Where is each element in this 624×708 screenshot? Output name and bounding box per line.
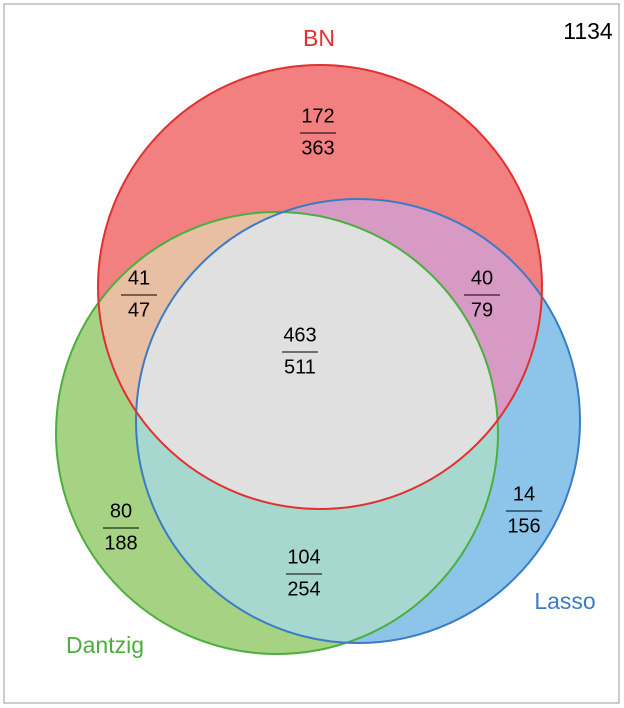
lasso-outline xyxy=(135,198,581,644)
region-count: 14 xyxy=(513,483,535,505)
region-count: 80 xyxy=(110,500,132,522)
region-total: 254 xyxy=(287,578,320,600)
region-total: 79 xyxy=(471,299,493,321)
dantzig-outline xyxy=(55,211,499,655)
region-count: 40 xyxy=(471,267,493,289)
region-count: 104 xyxy=(287,546,320,568)
total: 1134 xyxy=(563,18,613,44)
region-total: 156 xyxy=(507,515,540,537)
region-total: 47 xyxy=(128,299,150,321)
set-label: Lasso xyxy=(534,588,595,614)
region-total: 363 xyxy=(301,137,334,159)
set-label: Dantzig xyxy=(66,632,144,658)
set-label: BN xyxy=(303,25,335,51)
region-count: 172 xyxy=(301,105,334,127)
region-total: 188 xyxy=(104,532,137,554)
bn-outline xyxy=(97,64,543,510)
region-count: 41 xyxy=(128,267,150,289)
region-total: 511 xyxy=(284,356,316,378)
region-count: 463 xyxy=(283,324,316,346)
